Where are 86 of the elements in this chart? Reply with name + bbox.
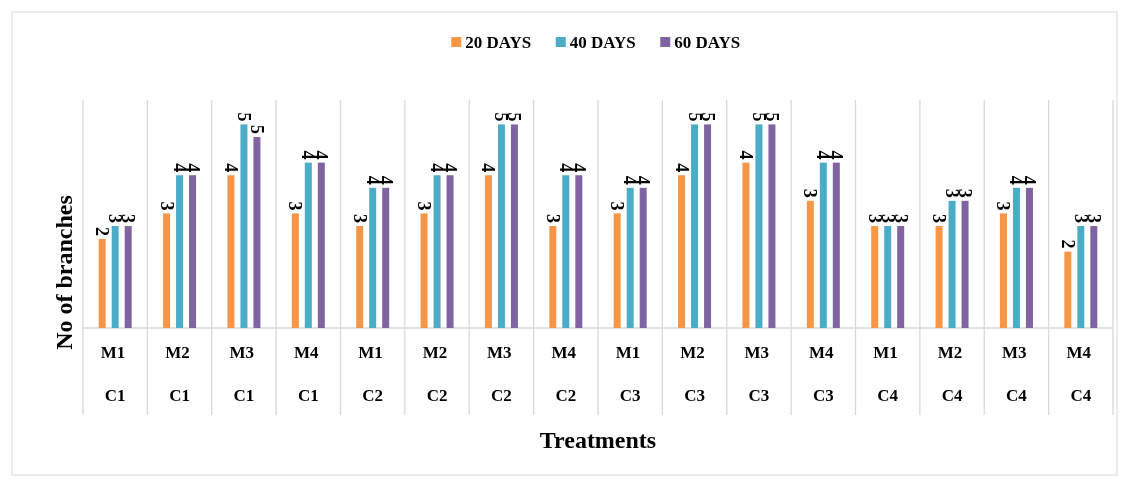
bar [420,213,428,328]
bar [704,124,712,328]
data-label: 3 [800,188,821,198]
bar [935,226,943,328]
data-label: 4 [478,163,499,173]
data-label: 3 [414,201,435,211]
bar [819,162,827,328]
data-label: 3 [349,214,370,224]
bar [948,200,956,328]
bar [98,239,106,328]
category-label: M3 C3 [744,343,770,405]
bar [304,162,312,328]
bar [124,226,132,328]
bar [317,162,325,328]
bar [291,213,299,328]
bar [562,175,570,328]
data-label: 5 [246,125,267,135]
bar [382,187,390,328]
bar [433,175,441,328]
category-label: M1 C2 [358,343,384,405]
bar [356,226,364,328]
data-label: 5 [233,112,254,122]
bar [832,162,840,328]
bar [240,124,248,328]
category-label: M2 C3 [680,343,705,405]
bar [497,124,505,328]
category-label: M4 C1 [293,343,319,405]
category-label: M3 C1 [229,343,255,405]
data-label: 4 [735,150,756,160]
category-label: M3 C2 [487,343,512,405]
bar [999,213,1007,328]
data-label: 2 [1057,239,1078,249]
data-label: 3 [607,201,628,211]
bar [871,226,879,328]
data-label: 3 [993,201,1014,211]
category-label: M3 C4 [1002,343,1027,405]
category-label: M4 C4 [1066,343,1092,405]
bar [691,124,699,328]
data-label: 3 [156,201,177,211]
bar [227,175,235,328]
data-label: 3 [542,214,563,224]
category-label: M2 C1 [165,343,190,405]
data-label: 2 [92,227,113,237]
bar [1077,226,1085,328]
legend-label: 40 DAYS [569,33,636,52]
bar [755,124,763,328]
category-label: M4 C2 [551,343,577,405]
bar [253,137,261,328]
category-label: M4 C3 [808,343,834,405]
legend-label: 60 DAYS [674,33,741,52]
bar [446,175,454,328]
data-label: 3 [929,214,950,224]
bar [1064,251,1072,328]
bar [163,213,171,328]
bar [549,226,557,328]
bar [111,226,119,328]
data-label: 4 [671,163,692,173]
category-label: M2 C2 [422,343,448,405]
category-label: M1 C3 [615,343,641,405]
bar [1012,187,1020,328]
bar [369,187,377,328]
bar [884,226,892,328]
data-label: 4 [220,163,241,173]
bar [613,213,621,328]
legend-label: 20 DAYS [465,33,532,52]
bar [897,226,905,328]
bar [189,175,197,328]
category-label: M1 C4 [873,343,899,405]
bar [176,175,184,328]
category-label: M2 C4 [937,343,963,405]
bar [510,124,518,328]
bar [1090,226,1098,328]
bar [1025,187,1033,328]
bar [768,124,776,328]
bar [678,175,686,328]
category-label: M1 C1 [100,343,126,405]
bar [742,162,750,328]
bar [639,187,647,328]
bar [626,187,634,328]
y-axis-title: No of branches [51,195,77,350]
bar [961,200,969,328]
data-label: 3 [285,201,306,211]
bar [484,175,492,328]
bar [806,200,814,328]
bar [575,175,583,328]
x-axis-title: Treatments [539,427,657,453]
